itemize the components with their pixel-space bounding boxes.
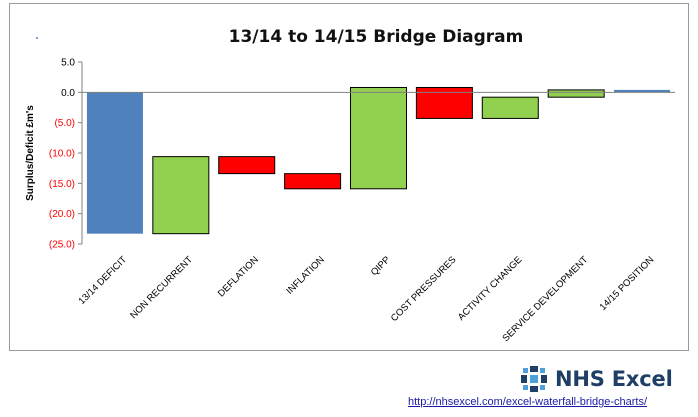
- plot-area: 5.0 0.0 (5.0) (10.0) (15.0) (20.0) (25.0) Surpl…: [25, 58, 675, 344]
- x-tick-label: 14/15 POSITION: [598, 254, 657, 313]
- y-axis-label: Surplus/Deficit £m's: [25, 105, 36, 201]
- bar-qipp: [350, 86, 407, 190]
- bar-deflation: [218, 156, 276, 175]
- chart-title: 13/14 to 14/15 Bridge Diagram: [229, 27, 524, 47]
- chart-frame: 13/14 to 14/15 Bridge Diagram 5.0 0.0 (5.0…: [9, 3, 689, 351]
- x-tick-label: 13/14 DEFICIT: [76, 254, 129, 307]
- nhs-excel-logo-icon: [521, 366, 547, 392]
- x-tick-label: DEFLATION: [216, 254, 261, 299]
- title-dot-artifact: [36, 37, 38, 39]
- brand-name: NHS Excel: [555, 367, 673, 391]
- x-tick-label: INFLATION: [284, 254, 326, 296]
- y-tick-label: 5.0: [61, 58, 75, 69]
- bar-service-development: [547, 89, 605, 98]
- nhs-excel-brand: NHS Excel: [519, 364, 673, 394]
- chart-svg: 13/14 to 14/15 Bridge Diagram 5.0 0.0 (5.0…: [25, 27, 675, 344]
- website-link[interactable]: http://nhsexcel.com/excel-waterfall-brid…: [408, 396, 648, 408]
- bar-inflation: [284, 173, 342, 190]
- x-tick-label: NON RECURRENT: [128, 254, 195, 321]
- x-tick-label: COST PRESSURES: [389, 254, 459, 324]
- y-tick-label: (25.0): [49, 240, 75, 251]
- y-tick-label: (20.0): [49, 209, 75, 220]
- bar-14-15-position: [614, 89, 671, 93]
- y-tick-label: 0.0: [61, 88, 75, 99]
- y-tick-label: (5.0): [54, 118, 75, 129]
- y-tick-label: (10.0): [49, 149, 75, 160]
- bar-non-recurrent: [152, 156, 210, 235]
- x-tick-label: ACTIVITY CHANGE: [456, 254, 525, 323]
- y-tick-label: (15.0): [49, 179, 75, 190]
- x-tick-label: QIPP: [369, 254, 393, 278]
- bar-13-14-deficit: [86, 92, 143, 234]
- bar-activity-change: [481, 96, 539, 119]
